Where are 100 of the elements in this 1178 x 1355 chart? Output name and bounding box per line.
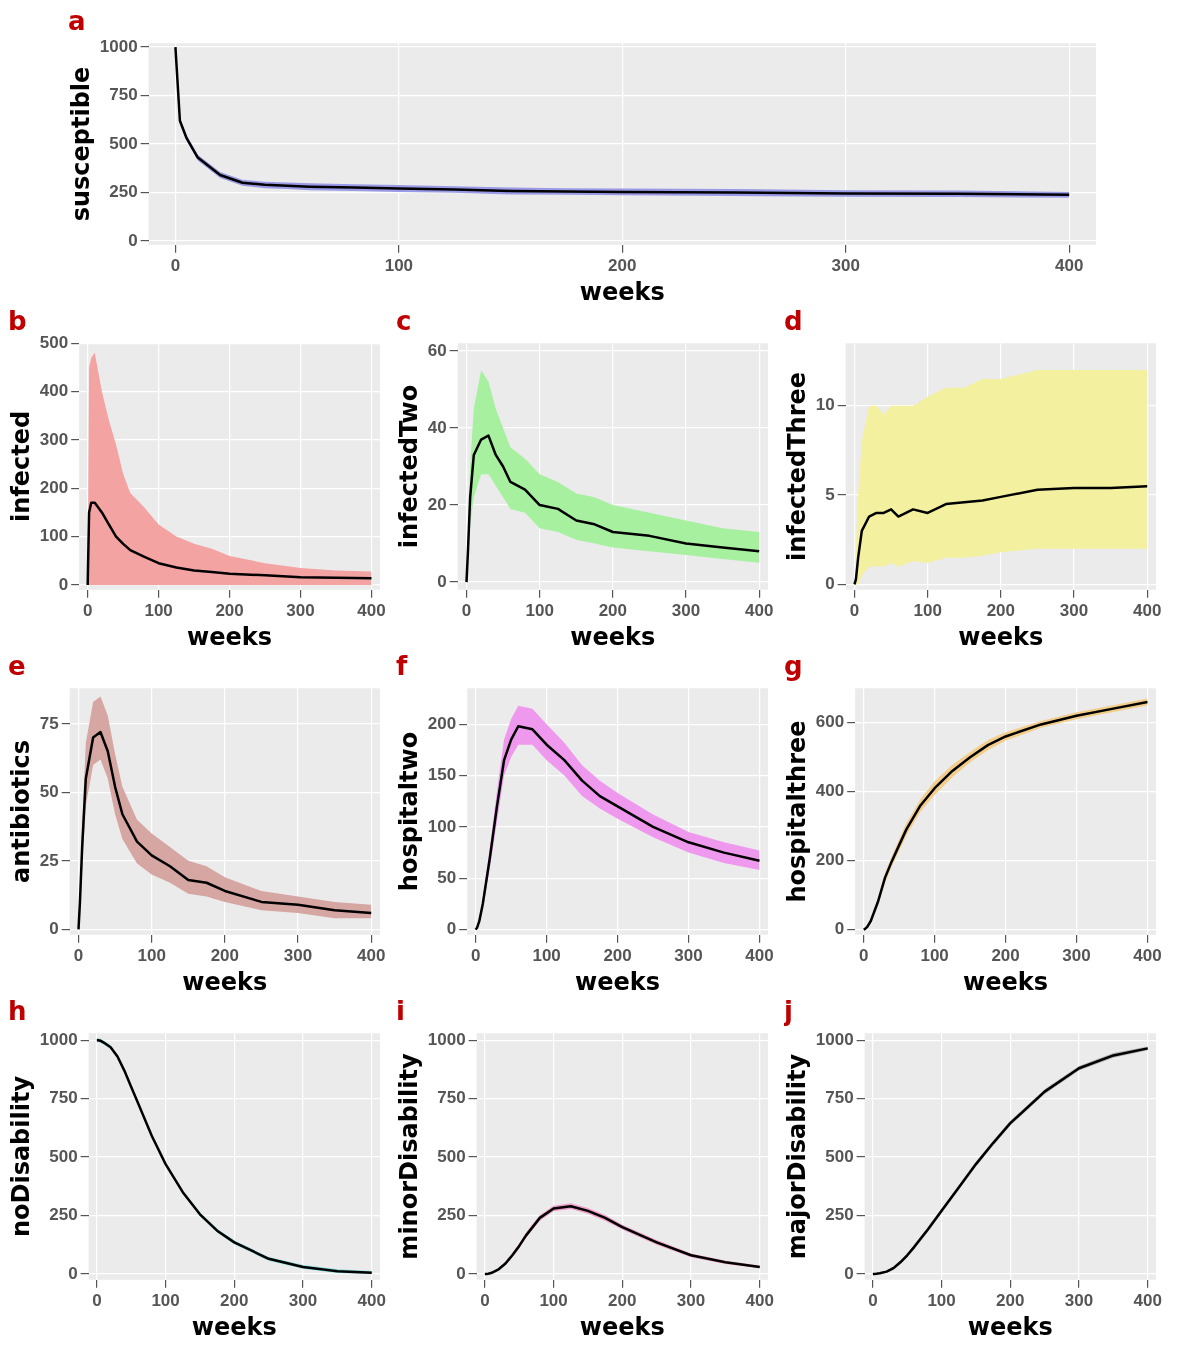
chart-title: b (8, 306, 27, 337)
x-axis-title: weeks (579, 1312, 665, 1341)
y-tick-label: 500 (39, 332, 69, 352)
chart-title: h (8, 996, 27, 1027)
chart-title: e (8, 651, 26, 682)
chart-title: c (396, 306, 412, 337)
y-tick-label: 25 (39, 850, 59, 870)
x-tick-label: 400 (1133, 1290, 1162, 1310)
x-tick-label: 400 (745, 1290, 774, 1310)
x-tick-label: 100 (151, 1290, 180, 1310)
x-tick-label: 300 (288, 1290, 318, 1310)
y-tick-label: 50 (437, 867, 457, 887)
y-tick-label: 0 (825, 574, 835, 594)
x-tick-label: 400 (357, 945, 386, 965)
y-tick-label: 500 (437, 1146, 466, 1166)
y-tick-label: 250 (825, 1205, 854, 1225)
x-tick-label: 0 (858, 945, 869, 965)
y-tick-label: 5 (825, 484, 835, 504)
y-tick-label: 0 (49, 919, 59, 939)
x-tick-label: 200 (598, 600, 628, 620)
x-tick-label: 200 (608, 1290, 637, 1310)
y-tick-label: 750 (825, 1088, 854, 1108)
y-tick-label: 60 (427, 340, 447, 360)
x-axis-title: weeks (963, 967, 1049, 996)
x-axis-title: weeks (575, 967, 661, 996)
y-tick-label: 500 (49, 1146, 78, 1166)
x-tick-label: 100 (913, 600, 942, 620)
y-tick-label: 500 (825, 1146, 854, 1166)
x-tick-label: 300 (286, 600, 315, 620)
y-axis-title: hospitalthree (782, 720, 811, 903)
x-tick-label: 400 (357, 1290, 386, 1310)
x-axis-title: weeks (570, 622, 656, 651)
x-tick-label: 100 (927, 1290, 956, 1310)
x-tick-label: 400 (1055, 255, 1084, 275)
y-tick-label: 100 (39, 526, 69, 546)
y-axis-title: infectedThree (782, 371, 811, 562)
y-axis-title: noDisability (6, 1075, 35, 1238)
x-tick-label: 0 (470, 945, 481, 965)
y-tick-label: 750 (109, 85, 138, 105)
y-tick-label: 1000 (99, 36, 138, 56)
x-tick-label: 100 (144, 600, 173, 620)
y-tick-label: 0 (437, 571, 447, 591)
x-tick-label: 200 (210, 945, 240, 965)
x-axis-title: weeks (967, 1312, 1053, 1341)
y-tick-label: 0 (456, 1263, 466, 1283)
x-tick-label: 400 (745, 600, 774, 620)
x-tick-label: 300 (671, 600, 701, 620)
y-axis-title: hospitaltwo (394, 731, 423, 892)
x-tick-label: 400 (1133, 945, 1162, 965)
x-tick-label: 100 (920, 945, 949, 965)
x-tick-label: 100 (539, 1290, 568, 1310)
y-tick-label: 75 (39, 713, 59, 733)
x-tick-label: 200 (220, 1290, 249, 1310)
x-tick-label: 100 (532, 945, 561, 965)
y-axis-title: majorDisability (782, 1053, 811, 1260)
x-tick-label: 300 (674, 945, 703, 965)
x-tick-label: 0 (170, 255, 181, 275)
y-axis-title: susceptible (66, 66, 95, 222)
y-tick-label: 0 (844, 1263, 854, 1283)
x-tick-label: 0 (868, 1290, 878, 1310)
chart-title: f (396, 651, 408, 682)
y-tick-label: 20 (427, 494, 447, 514)
x-axis-title: weeks (579, 277, 665, 306)
x-axis-title: weeks (191, 1312, 277, 1341)
chart-title: i (396, 996, 405, 1027)
chart-title: d (784, 306, 803, 337)
y-tick-label: 750 (437, 1088, 466, 1108)
y-tick-label: 100 (427, 816, 457, 836)
y-tick-label: 250 (49, 1205, 78, 1225)
x-tick-label: 100 (137, 945, 166, 965)
y-tick-label: 400 (39, 381, 69, 401)
x-tick-label: 200 (986, 600, 1016, 620)
y-tick-label: 0 (58, 574, 69, 594)
y-axis-title: antibiotics (6, 739, 35, 884)
y-tick-label: 10 (815, 395, 835, 415)
y-tick-label: 500 (109, 133, 138, 153)
y-tick-label: 250 (437, 1205, 466, 1225)
x-tick-label: 100 (384, 255, 414, 275)
y-tick-label: 600 (815, 712, 845, 732)
x-tick-label: 100 (525, 600, 554, 620)
x-tick-label: 200 (603, 945, 632, 965)
y-tick-label: 40 (427, 417, 447, 437)
y-tick-label: 300 (39, 429, 69, 449)
x-tick-label: 200 (215, 600, 244, 620)
y-tick-label: 750 (49, 1088, 78, 1108)
y-tick-label: 0 (68, 1263, 78, 1283)
x-tick-label: 300 (1059, 600, 1089, 620)
chart-title: g (784, 651, 803, 682)
y-tick-label: 200 (815, 850, 845, 870)
chart-title: j (783, 996, 793, 1027)
x-tick-label: 200 (991, 945, 1020, 965)
y-axis-title: infectedTwo (394, 384, 423, 549)
x-tick-label: 300 (1062, 945, 1091, 965)
y-tick-label: 200 (39, 477, 69, 497)
x-tick-label: 300 (1064, 1290, 1094, 1310)
x-tick-label: 400 (357, 600, 386, 620)
y-tick-label: 50 (39, 782, 59, 802)
x-tick-label: 200 (608, 255, 637, 275)
y-tick-label: 150 (427, 765, 457, 785)
chart-title: a (68, 6, 86, 37)
